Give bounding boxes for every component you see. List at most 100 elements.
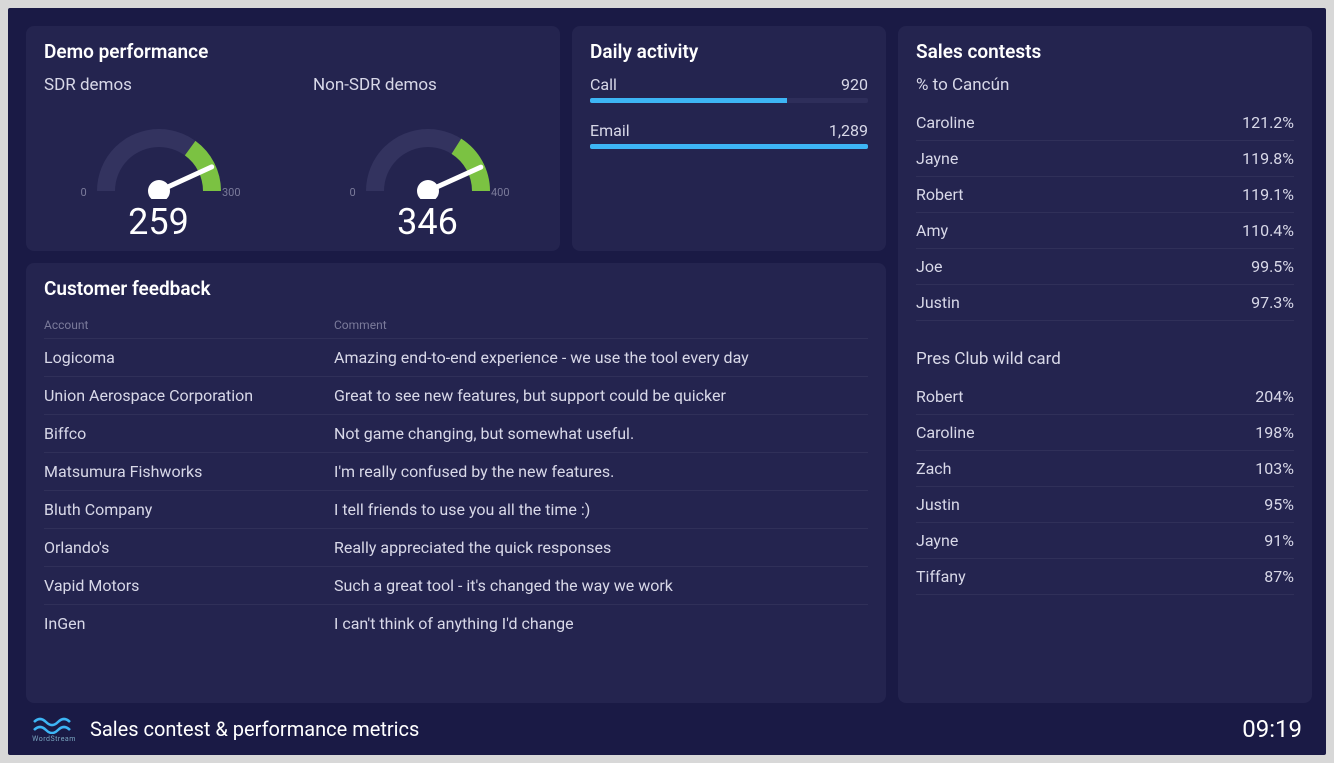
activity-value: 1,289	[829, 121, 868, 140]
feedback-comment: Great to see new features, but support c…	[334, 386, 868, 405]
feedback-account: Vapid Motors	[44, 576, 334, 595]
activity-bar-bg	[590, 98, 868, 103]
daily-activity-panel: Daily activity Call920Email1,289	[572, 26, 886, 251]
activity-row: Email 1,289	[590, 121, 868, 149]
feedback-comment: I tell friends to use you all the time :…	[334, 500, 868, 519]
feedback-row: BiffcoNot game changing, but somewhat us…	[44, 414, 868, 452]
nonsdr-gauge-max: 400	[491, 186, 510, 199]
feedback-row: Bluth CompanyI tell friends to use you a…	[44, 490, 868, 528]
activity-rows: Call 920 Email 1,289	[590, 75, 868, 149]
contest-subtitle: % to Cancún	[916, 75, 1294, 95]
customer-feedback-panel: Customer feedback Account Comment Logico…	[26, 263, 886, 703]
activity-row: Call 920	[590, 75, 868, 103]
contest-value: 91%	[1264, 531, 1294, 550]
contest-name: Robert	[916, 387, 964, 406]
contest-row: Justin97.3%	[916, 285, 1294, 321]
contest-name: Caroline	[916, 113, 975, 132]
activity-label: Call	[590, 75, 617, 94]
footer-left: WordStream Sales contest & performance m…	[32, 716, 419, 743]
contest-value: 119.1%	[1242, 185, 1294, 204]
nonsdr-gauge-svg	[338, 99, 518, 199]
contest-list: Caroline 121.2% Jayne 119.8% Robert 119.1% Amy…	[916, 105, 1294, 321]
contest-name: Robert	[916, 185, 964, 204]
contest-value: 87%	[1264, 567, 1294, 586]
contest-name: Jayne	[916, 531, 958, 550]
nonsdr-gauge: 0 400	[338, 99, 518, 199]
contest-name: Justin	[916, 293, 960, 312]
activity-value: 920	[841, 75, 868, 94]
contest-row: Amy 110.4%	[916, 213, 1294, 249]
contest-row: Jayne 91%	[916, 523, 1294, 559]
contest-row: Robert 204%	[916, 379, 1294, 415]
feedback-comment: Really appreciated the quick responses	[334, 538, 868, 557]
contest-row: Jayne 119.8%	[916, 141, 1294, 177]
contest-row: Caroline 121.2%	[916, 105, 1294, 141]
sdr-gauge-block: SDR demos 0 300 259	[44, 75, 273, 243]
contest-name: Jayne	[916, 149, 958, 168]
feedback-row: LogicomaAmazing end-to-end experience - …	[44, 338, 868, 376]
feedback-col-account: Account	[44, 318, 334, 332]
contest-name: Joe	[916, 257, 942, 276]
feedback-account: Bluth Company	[44, 500, 334, 519]
contest-subtitle: Pres Club wild card	[916, 349, 1294, 369]
contest-value: 103%	[1255, 459, 1294, 478]
contest-value: 95%	[1264, 495, 1294, 514]
nonsdr-gauge-label: Non-SDR demos	[313, 75, 437, 95]
feedback-row: Matsumura FishworksI'm really confused b…	[44, 452, 868, 490]
contest-row: Robert 119.1%	[916, 177, 1294, 213]
contest-name: Tiffany	[916, 567, 966, 586]
feedback-row: InGenI can't think of anything I'd chang…	[44, 604, 868, 642]
contest-row: Tiffany 87%	[916, 559, 1294, 595]
feedback-comment: Not game changing, but somewhat useful.	[334, 424, 868, 443]
brand-logo-label: WordStream	[32, 735, 76, 743]
sales-contests-title: Sales contests	[916, 40, 1294, 63]
brand-logo: WordStream	[32, 716, 76, 743]
feedback-row: Union Aerospace CorporationGreat to see …	[44, 376, 868, 414]
contest-value: 99.5%	[1251, 257, 1294, 276]
feedback-account: Matsumura Fishworks	[44, 462, 334, 481]
activity-bar-bg	[590, 144, 868, 149]
dashboard-grid: Demo performance SDR demos 0 300 259 Non…	[26, 26, 1308, 703]
customer-feedback-title: Customer feedback	[44, 277, 868, 300]
activity-label: Email	[590, 121, 630, 140]
feedback-table-head: Account Comment	[44, 312, 868, 338]
nonsdr-gauge-min: 0	[350, 186, 356, 199]
wave-icon	[32, 716, 76, 734]
feedback-col-comment: Comment	[334, 318, 868, 332]
feedback-row: Vapid MotorsSuch a great tool - it's cha…	[44, 566, 868, 604]
contest-value: 121.2%	[1242, 113, 1294, 132]
nonsdr-gauge-value: 346	[397, 201, 458, 243]
feedback-rows: LogicomaAmazing end-to-end experience - …	[44, 338, 868, 642]
dashboard-frame: Demo performance SDR demos 0 300 259 Non…	[8, 8, 1326, 755]
sdr-gauge: 0 300	[69, 99, 249, 199]
contest-name: Caroline	[916, 423, 975, 442]
contests-body: % to Cancún Caroline 121.2% Jayne 119.8% Robe…	[916, 75, 1294, 595]
contest-name: Zach	[916, 459, 951, 478]
feedback-account: Biffco	[44, 424, 334, 443]
footer-title: Sales contest & performance metrics	[90, 717, 419, 741]
sdr-gauge-value: 259	[128, 201, 189, 243]
footer-time: 09:19	[1242, 715, 1302, 743]
contest-value: 110.4%	[1242, 221, 1294, 240]
contest-value: 204%	[1255, 387, 1294, 406]
sdr-gauge-max: 300	[222, 186, 241, 199]
nonsdr-gauge-block: Non-SDR demos 0 400 346	[313, 75, 542, 243]
contest-name: Justin	[916, 495, 960, 514]
feedback-account: InGen	[44, 614, 334, 633]
feedback-comment: Amazing end-to-end experience - we use t…	[334, 348, 868, 367]
feedback-row: Orlando'sReally appreciated the quick re…	[44, 528, 868, 566]
activity-bar-fill	[590, 144, 868, 149]
demo-performance-title: Demo performance	[44, 40, 542, 63]
contest-row: Zach 103%	[916, 451, 1294, 487]
contest-value: 119.8%	[1242, 149, 1294, 168]
feedback-comment: I'm really confused by the new features.	[334, 462, 868, 481]
feedback-account: Orlando's	[44, 538, 334, 557]
contest-name: Amy	[916, 221, 948, 240]
contest-list: Robert 204% Caroline198% Zach 103% Justin 95% J…	[916, 379, 1294, 595]
demo-performance-panel: Demo performance SDR demos 0 300 259 Non…	[26, 26, 560, 251]
contest-row: Caroline198%	[916, 415, 1294, 451]
activity-bar-fill	[590, 98, 787, 103]
feedback-account: Logicoma	[44, 348, 334, 367]
feedback-comment: I can't think of anything I'd change	[334, 614, 868, 633]
feedback-comment: Such a great tool - it's changed the way…	[334, 576, 868, 595]
